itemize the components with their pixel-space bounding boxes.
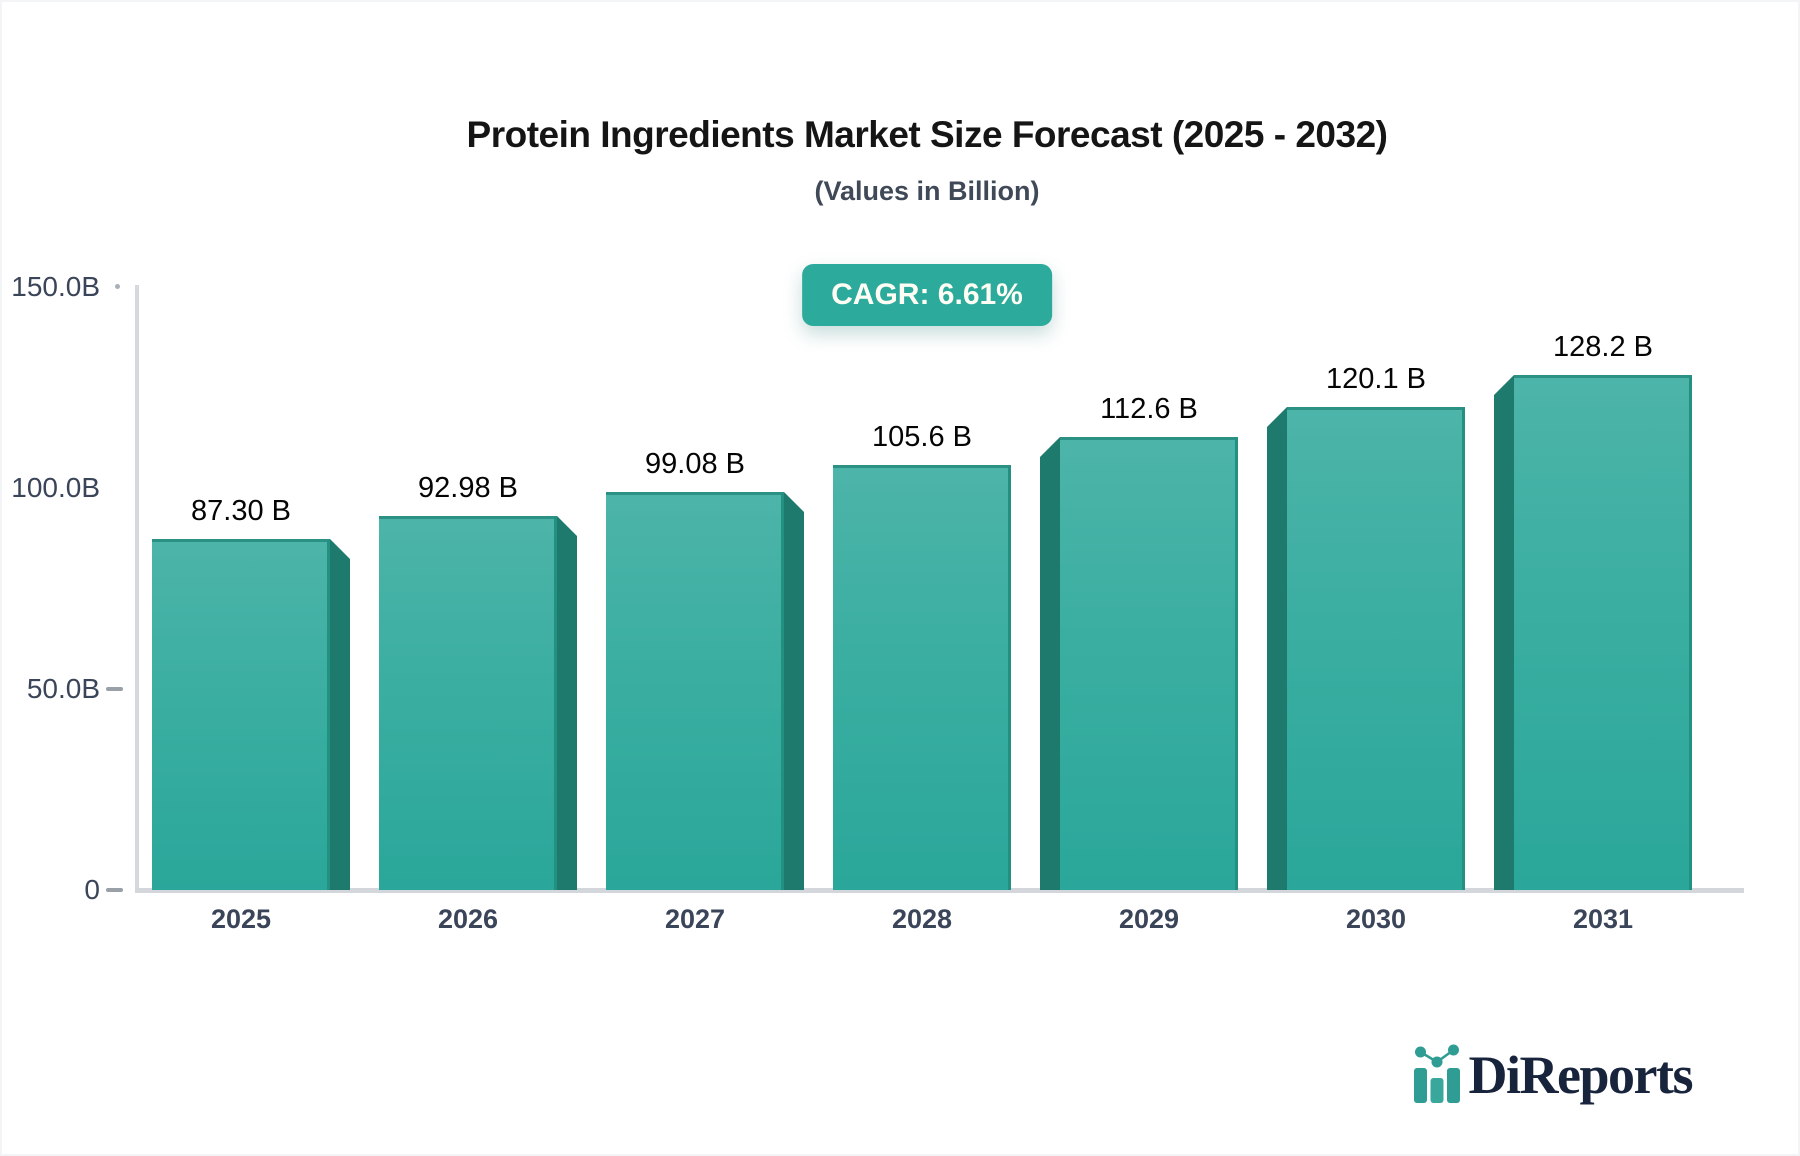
x-axis-label: 2026 — [437, 904, 499, 934]
bar-value-label: 87.30 B — [191, 495, 291, 527]
bar-2026 — [379, 516, 557, 890]
bar-value-label: 128.2 B — [1553, 331, 1653, 363]
bar-2029 — [1060, 437, 1238, 890]
y-tick-label: 0 — [84, 874, 100, 905]
bar-value-label: 105.6 B — [872, 421, 972, 453]
bar-value-label: 99.08 B — [645, 448, 745, 480]
x-axis-label: 2029 — [1118, 904, 1180, 934]
x-axis-label: 2027 — [664, 904, 726, 934]
bar-2027 — [606, 492, 784, 890]
bar-value-label: 112.6 B — [1100, 393, 1198, 425]
logo-text: DiReports — [1468, 1045, 1694, 1105]
x-axis-label: 2030 — [1345, 904, 1407, 934]
bar-value-label: 92.98 B — [418, 472, 518, 504]
chart-subtitle: (Values in Billion) — [814, 176, 1040, 206]
bar-side-face — [1267, 407, 1287, 890]
bar-2025 — [152, 539, 330, 890]
direports-logo: DiReports — [1413, 1042, 1694, 1105]
bar-2030 — [1287, 407, 1465, 890]
bar-chart-logo-icon — [1413, 1044, 1460, 1103]
cagr-badge: CAGR: 6.61% — [802, 264, 1052, 326]
bar-side-face — [557, 516, 577, 890]
x-axis-label: 2025 — [210, 904, 272, 934]
y-tick-label: 100.0B — [11, 472, 100, 503]
x-axis-line — [135, 888, 1744, 893]
x-axis-label: 2028 — [891, 904, 953, 934]
bar-2031 — [1514, 375, 1692, 890]
chart-title: Protein Ingredients Market Size Forecast… — [466, 114, 1388, 155]
bar-side-face — [330, 539, 350, 890]
bar-side-face — [1040, 437, 1060, 890]
bar-2028 — [833, 465, 1011, 890]
bar-value-label: 120.1 B — [1326, 363, 1426, 395]
x-axis-label: 2031 — [1572, 904, 1634, 934]
bar-side-face — [1494, 375, 1514, 890]
y-tick-label: 150.0B — [11, 271, 100, 302]
y-tick-mark — [115, 284, 120, 289]
bar-side-face — [784, 492, 804, 890]
y-tick-mark — [106, 687, 123, 691]
y-axis-line — [135, 285, 139, 893]
y-tick-label: 50.0B — [26, 673, 100, 704]
y-tick-mark — [106, 888, 123, 892]
